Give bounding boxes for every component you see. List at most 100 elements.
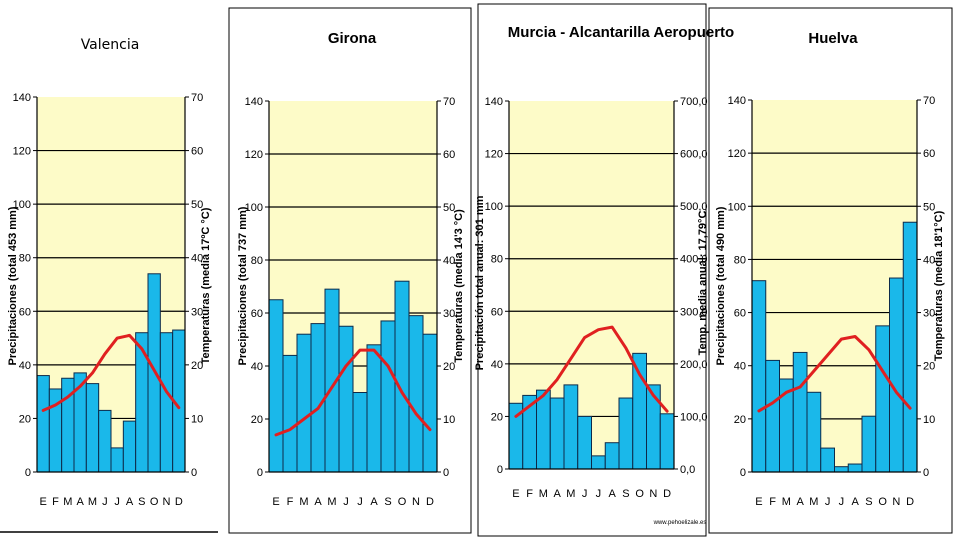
left-tick-label: 80: [19, 253, 31, 265]
right-tick-label: 40: [443, 255, 455, 267]
chart-title: Girona: [328, 30, 377, 47]
precipitation-bar: [338, 325, 354, 473]
left-tick-label: 40: [251, 361, 263, 373]
precipitation-bar: [310, 323, 326, 473]
month-label: J: [343, 496, 349, 508]
precipitation-bar: [751, 280, 767, 473]
right-tick-label: 30: [191, 306, 203, 318]
month-label: J: [357, 496, 363, 508]
girona-climograph: Girona 0 0 20 10 40 20 60 30 80 40 100 50 120 60 140 70 E…: [237, 30, 465, 508]
precipitation-bar: [98, 409, 112, 473]
month-label: S: [622, 488, 629, 500]
month-label: E: [755, 496, 762, 508]
left-tick-label: 40: [19, 360, 31, 372]
month-label: O: [878, 496, 887, 508]
right-tick-label: 20: [191, 360, 203, 372]
month-label: A: [851, 496, 859, 508]
left-tick-label: 100: [728, 201, 746, 213]
precipitation-bar: [902, 221, 918, 473]
left-tick-label: 20: [734, 414, 746, 426]
left-tick-label: 120: [13, 146, 31, 158]
month-label: A: [608, 488, 616, 500]
precipitation-bar: [159, 332, 174, 473]
month-label: A: [796, 496, 804, 508]
month-label: D: [906, 496, 914, 508]
month-label: O: [398, 496, 407, 508]
left-tick-label: 60: [251, 308, 263, 320]
month-label: J: [596, 488, 602, 500]
right-tick-label: 0,0: [680, 464, 695, 476]
right-tick-label: 60: [191, 146, 203, 158]
left-tick-label: 40: [734, 361, 746, 373]
precipitation-bar: [659, 413, 675, 470]
month-label: S: [865, 496, 872, 508]
precipitation-bar: [268, 299, 284, 473]
precipitation-bar: [618, 397, 634, 470]
month-label: M: [566, 488, 575, 500]
left-tick-label: 80: [251, 255, 263, 267]
month-label: M: [539, 488, 548, 500]
right-tick-label: 100,0: [680, 411, 708, 423]
left-tick-label: 0: [257, 467, 263, 479]
month-label: S: [384, 496, 391, 508]
month-label: N: [163, 496, 171, 508]
month-label: D: [175, 496, 183, 508]
left-tick-label: 100: [13, 199, 31, 211]
precipitation-bar: [806, 391, 822, 473]
y-axis-title: Precipitación total anual: 301 mm: [474, 195, 486, 370]
left-tick-label: 100: [485, 201, 503, 213]
huelva-frame: [708, 7, 953, 534]
precipitation-bar: [380, 320, 396, 473]
valencia-climograph: Valencia 0 0 20 10 40 20 60 30 80 40 100 50 120 60 140 7…: [7, 37, 212, 508]
right-tick-label: 500,0: [680, 201, 708, 213]
right-tick-label: 20: [443, 361, 455, 373]
girona-frame: [228, 7, 472, 534]
left-tick-label: 60: [19, 306, 31, 318]
month-label: A: [370, 496, 378, 508]
right-tick-label: 20: [923, 361, 935, 373]
left-tick-label: 0: [740, 467, 746, 479]
right-tick-label: 300,0: [680, 306, 708, 318]
temperature-line: [514, 325, 669, 418]
precipitation-bar: [110, 447, 124, 473]
right-tick-label: 10: [923, 414, 935, 426]
month-label: M: [782, 496, 791, 508]
source-credit: www.pehoelizale.es: [653, 520, 707, 526]
left-tick-label: 40: [491, 359, 503, 371]
left-tick-label: 120: [485, 149, 503, 161]
right-tick-label: 40: [923, 254, 935, 266]
left-tick-label: 140: [245, 96, 263, 108]
month-label: J: [102, 496, 108, 508]
precipitation-bar: [632, 352, 647, 470]
y-axis-title: Precipitaciones (total 453 mm): [7, 206, 19, 365]
month-label: M: [63, 496, 72, 508]
left-tick-label: 60: [491, 306, 503, 318]
y2-axis-title: Temperaturas (media 17ºC °C): [200, 207, 212, 364]
month-label: F: [52, 496, 59, 508]
huelva-climograph: Huelva 0 0 20 10 40 20 60 30 80 40 100 50 120 60 140 70 E…: [715, 30, 945, 508]
precipitation-bar: [122, 420, 137, 473]
month-label: A: [126, 496, 134, 508]
month-label: M: [809, 496, 818, 508]
right-tick-label: 70: [443, 96, 455, 108]
right-tick-label: 60: [443, 149, 455, 161]
right-tick-label: 0: [191, 467, 197, 479]
precipitation-bar: [422, 333, 438, 473]
month-label: A: [314, 496, 322, 508]
precipitation-bar: [563, 384, 579, 470]
left-tick-label: 120: [245, 149, 263, 161]
right-tick-label: 10: [191, 413, 203, 425]
left-tick-label: 80: [491, 254, 503, 266]
right-tick-label: 30: [923, 308, 935, 320]
precipitation-bar: [820, 447, 835, 473]
precipitation-bar: [847, 463, 863, 473]
chart-title: Huelva: [808, 30, 858, 47]
month-label: D: [426, 496, 434, 508]
precipitation-bar: [834, 466, 849, 473]
precipitation-bar: [394, 280, 410, 473]
right-tick-label: 200,0: [680, 359, 708, 371]
right-tick-label: 0: [923, 467, 929, 479]
right-tick-label: 600,0: [680, 149, 708, 161]
month-label: O: [635, 488, 644, 500]
